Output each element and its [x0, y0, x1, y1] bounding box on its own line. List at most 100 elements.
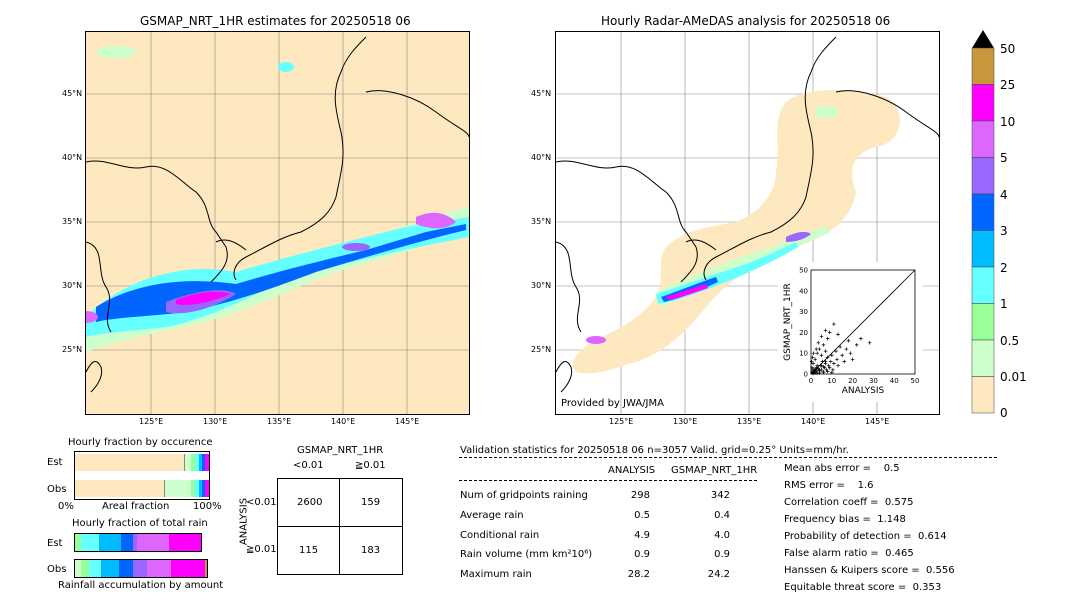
- validation-header-rule: [459, 457, 997, 458]
- scatter-point-64: [814, 369, 818, 373]
- validation-col-rule: [459, 480, 757, 481]
- stat-analysis-2: 4.9: [634, 530, 650, 541]
- scatter-point-24: [836, 363, 840, 368]
- cbar-label-0.01: 0.01: [1000, 370, 1027, 384]
- scatter-point-41: [823, 349, 828, 353]
- scatter-ylabel: GSMAP_NRT_1HR: [783, 283, 793, 361]
- scatter-point-67: [819, 363, 824, 368]
- scatter-point-44: [832, 322, 836, 326]
- scatter-point-38: [817, 347, 822, 351]
- right-map-svg: [556, 32, 939, 414]
- scatter-point-15: [825, 355, 830, 360]
- cbar-label-10: 10: [1000, 115, 1016, 129]
- right-lon-130: 130°E: [673, 417, 698, 426]
- left-lat-35: 35°N: [62, 217, 83, 226]
- score-6: Hanssen & Kuipers score = 0.556: [784, 565, 955, 576]
- left-lat-40: 40°N: [62, 153, 83, 162]
- contingency-col-ge: ≧0.01: [355, 460, 386, 471]
- right-lon-140: 140°E: [801, 417, 826, 426]
- left-map-title: GSMAP_NRT_1HR estimates for 20250518 06: [140, 14, 411, 28]
- scatter-ytick-1: 10: [799, 350, 808, 358]
- left-lon-125: 125°E: [139, 417, 164, 426]
- colorbar: [960, 28, 1000, 418]
- scatter-point-27: [842, 359, 847, 364]
- cbar-label-3: 3: [1000, 224, 1008, 238]
- scatter-point-32: [854, 343, 859, 347]
- scatter-point-23: [835, 357, 839, 362]
- stat-gsmap-3: 0.9: [714, 549, 730, 560]
- scatter-point-69: [823, 359, 828, 364]
- contingency-grid: 2600 159 115 183: [277, 478, 403, 575]
- scatter-point-34: [867, 341, 872, 345]
- right-lat-35: 35°N: [531, 217, 552, 226]
- left-map: [85, 31, 470, 415]
- stat-label-4: Maximum rain: [460, 569, 532, 580]
- scatter-point-16: [826, 363, 831, 368]
- total-caption: Rainfall accumulation by amount: [58, 580, 224, 591]
- right-lon-125: 125°E: [609, 417, 634, 426]
- stat-label-2: Conditional rain: [460, 530, 540, 541]
- right-map-credit: Provided by JWA/JMA: [561, 398, 664, 409]
- scatter-point-36: [813, 357, 817, 362]
- left-lat-30: 30°N: [62, 281, 83, 290]
- stat-label-3: Rain volume (mm km²10⁶): [460, 549, 593, 560]
- right-lat-25: 25°N: [531, 345, 552, 354]
- scatter-point-52: [825, 369, 830, 374]
- contingency-col-lt: <0.01: [293, 460, 324, 471]
- right-lat-30: 30°N: [531, 281, 552, 290]
- scatter-point-21: [832, 361, 836, 366]
- scatter-inset: 0 0 10 10 20 20 30 30 40 40 50 50 ANALYSIS GSMAP_NRT_…: [778, 262, 923, 402]
- cbar-label-50: 50: [1000, 42, 1016, 56]
- cbar-segment-6: [971, 266, 995, 304]
- scatter-point-53: [830, 370, 834, 375]
- left-lon-135: 135°E: [267, 417, 292, 426]
- occurrence-axis-left: 0%: [58, 501, 74, 512]
- cbar-segment-9: [971, 376, 995, 414]
- occurrence-obs-label: Obs: [47, 484, 67, 495]
- scatter-ytick-2: 20: [799, 329, 808, 337]
- cbar-segment-4: [971, 193, 995, 231]
- score-5: False alarm ratio = 0.465: [784, 548, 914, 559]
- scatter-point-30: [848, 351, 853, 355]
- stat-label-1: Average rain: [460, 510, 524, 521]
- cbar-label-0.5: 0.5: [1000, 334, 1020, 348]
- cell-fn: 115: [299, 545, 319, 556]
- occurrence-axis-right: 100%: [193, 501, 222, 512]
- cbar-segment-0: [971, 47, 995, 85]
- scatter-ytick-5: 50: [799, 267, 808, 275]
- left-lat-25: 25°N: [62, 345, 83, 354]
- scatter-point-37: [815, 351, 820, 355]
- scatter-xlabel: ANALYSIS: [842, 386, 885, 396]
- occurrence-frame: [74, 451, 210, 500]
- scatter-point-17: [827, 365, 832, 370]
- left-lat-45: 45°N: [62, 89, 83, 98]
- scatter-point-65: [815, 365, 820, 370]
- scatter-point-35: [811, 361, 815, 366]
- contingency-row-ge: ≧0.01: [246, 544, 277, 555]
- scatter-point-28: [844, 347, 849, 351]
- scatter-point-33: [859, 336, 863, 341]
- stat-analysis-3: 0.9: [634, 549, 650, 560]
- occurrence-est-bar: [75, 454, 209, 471]
- stat-gsmap-2: 4.0: [714, 530, 730, 541]
- cbar-label-4: 4: [1000, 188, 1008, 202]
- cbar-segment-1: [971, 84, 995, 122]
- left-map-svg: [86, 32, 469, 414]
- scatter-point-29: [846, 338, 851, 343]
- scatter-point-19: [830, 353, 834, 358]
- right-coastlines: [556, 36, 939, 393]
- scatter-diagonal: [810, 269, 916, 375]
- cell-tp: 183: [361, 545, 381, 556]
- scatter-point-26: [840, 353, 844, 358]
- right-lon-135: 135°E: [737, 417, 762, 426]
- scatter-point-42: [825, 336, 830, 341]
- scatter-point-60: [823, 328, 828, 333]
- stat-label-0: Num of gridpoints raining: [460, 490, 588, 501]
- scatter-xtick-2: 20: [848, 377, 857, 385]
- score-7: Equitable threat score = 0.353: [784, 582, 942, 593]
- cbar-segment-2: [971, 120, 995, 158]
- right-radar-coverage: [572, 90, 900, 374]
- score-2: Correlation coeff = 0.575: [784, 497, 914, 508]
- scatter-svg: 00 10 10 20 20 30 30 40 40 50 50 ANALYSIS GSMAP_NRT_…: [783, 267, 919, 397]
- total-frame: [74, 531, 208, 578]
